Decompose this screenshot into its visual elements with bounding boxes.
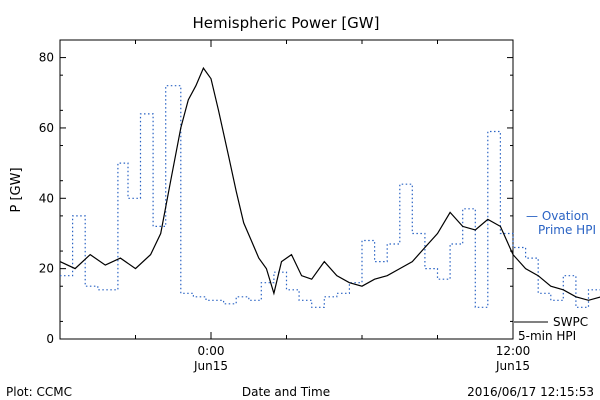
y-axis-label: P [GW] [9, 167, 24, 212]
legend-ovation-sublabel: Prime HPI [538, 223, 596, 237]
y-tick-label: 20 [39, 262, 54, 276]
legend-ovation-label: — Ovation [526, 209, 589, 223]
x-tick-date: Jun15 [193, 359, 228, 373]
footer-plot-credit: Plot: CCMC [6, 385, 72, 399]
legend-swpc-label: SWPC [553, 315, 588, 329]
x-tick-date: Jun15 [495, 359, 530, 373]
x-tick-time: 0:00 [198, 344, 225, 358]
series-ovation-line [60, 85, 600, 308]
x-axis: 0:00Jun1512:00Jun150:00Jun1612:00Jun160:… [59, 40, 531, 373]
x-axis-title: Date and Time [242, 385, 330, 399]
y-tick-label: 60 [39, 121, 54, 135]
y-tick-label: 80 [39, 51, 54, 65]
y-tick-label: 40 [39, 191, 54, 205]
chart-title: Hemispheric Power [GW] [193, 14, 380, 32]
footer-timestamp: 2016/06/17 12:15:53 [467, 385, 594, 399]
series-swpc-line [59, 66, 600, 301]
plot-area [59, 39, 514, 340]
y-axis: 0 20 40 60 80 [39, 51, 513, 346]
legend-swpc: SWPC 5-min HPI [514, 315, 588, 343]
y-tick-label: 0 [46, 332, 54, 346]
x-tick-time: 12:00 [496, 344, 531, 358]
legend-ovation: — Ovation Prime HPI [526, 209, 596, 237]
legend-swpc-sublabel: 5-min HPI [518, 329, 576, 343]
